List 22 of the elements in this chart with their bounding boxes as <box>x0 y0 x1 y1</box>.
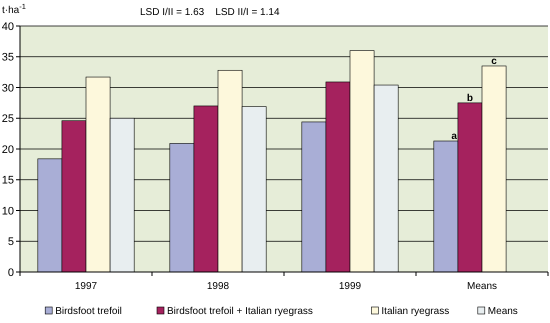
y-tick-label: 25 <box>2 113 14 126</box>
y-tick-label: 0 <box>8 266 14 279</box>
x-tick-label: Means <box>466 281 498 292</box>
y-tick-label: 20 <box>2 144 14 156</box>
y-tick-label: 5 <box>8 236 14 248</box>
legend-label: Birdsfoot trefoil + Italian ryegrass <box>167 306 313 317</box>
y-axis-title: t·ha$^{-1}$ <box>2 2 26 16</box>
y-tick-label: 15 <box>2 174 14 187</box>
y-tick-label: 10 <box>2 205 14 218</box>
legend-label: Birdsfoot trefoil <box>55 306 122 317</box>
x-tick-label: 1999 <box>338 281 362 292</box>
y-tick-label: 40 <box>2 20 14 33</box>
legend-label: Means <box>488 306 518 317</box>
text: LSD I/II = 1.63 LSD II/I = 1.14 <box>140 7 280 18</box>
annotation: a <box>451 131 458 142</box>
x-tick-label: 1997 <box>74 281 98 292</box>
y-tick-label: 30 <box>2 82 14 94</box>
annotation: b <box>466 92 474 104</box>
y-tick-label: 35 <box>2 52 14 64</box>
x-tick-label: 1998 <box>206 281 230 292</box>
annotation: c <box>491 56 498 67</box>
legend-label: Italian ryegrass <box>381 306 450 317</box>
